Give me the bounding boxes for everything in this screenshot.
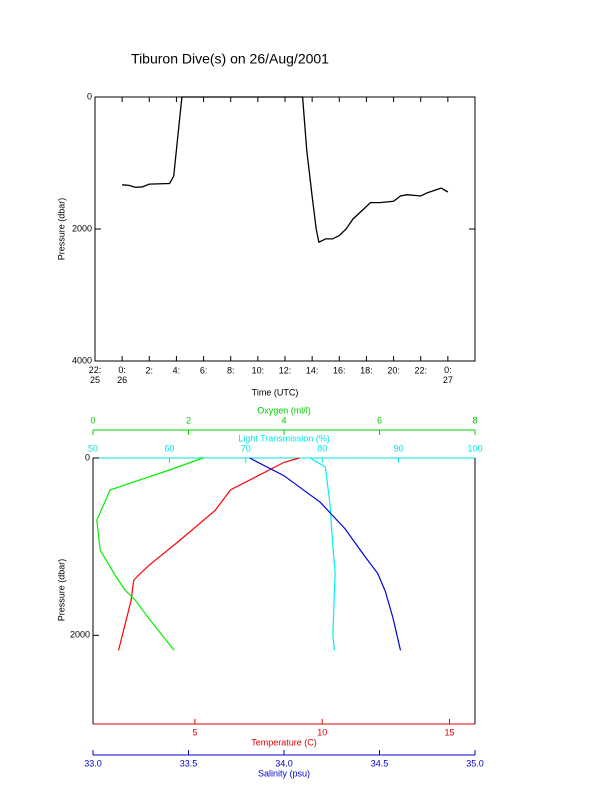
x-tick-label: 35.0 [466,758,484,768]
y-tick-label: 4000 [72,355,92,365]
x-tick-label: 70 [241,443,251,453]
x-tick-label: 80 [317,443,327,453]
y-tick-label: 0 [87,91,92,101]
x-tick-label: 100 [467,443,482,453]
x-axis-label: Temperature (C) [251,737,317,747]
x-tick-label: 90 [394,443,404,453]
x-tick-label: 0: 26 [117,365,127,385]
x-tick-label: 22: 25 [89,365,102,385]
x-tick-label: 34.0 [275,758,293,768]
x-tick-label: 33.0 [84,758,102,768]
profile-line [117,457,300,651]
x-tick-label: 18: [360,365,373,375]
x-tick-label: 14: [306,365,319,375]
pressure-line [122,96,449,244]
x-tick-label: 0: 27 [443,365,453,385]
x-tick-label: 6 [377,415,382,425]
y-axis-label: Pressure (dbar) [56,559,66,622]
x-tick-label: 33.5 [180,758,198,768]
x-tick-label: 20: [387,365,400,375]
profile-line [249,457,402,651]
x-tick-label: 60 [164,443,174,453]
x-tick-label: 6: [200,365,208,375]
x-axis-label: Oxygen (ml/l) [257,405,311,415]
y-tick-label: 2000 [72,223,92,233]
x-tick-label: 0 [90,415,95,425]
y-axis-label: Pressure (dbar) [56,198,66,261]
x-tick-label: 8: [227,365,235,375]
profile-line [96,457,204,651]
y-tick-label: 2000 [70,630,90,640]
profile-line [309,457,336,651]
x-tick-label: 22: [414,365,427,375]
chart-title: Tiburon Dive(s) on 26/Aug/2001 [131,51,329,67]
x-tick-label: 8 [472,415,477,425]
x-tick-label: 34.5 [371,758,389,768]
x-tick-label: 2 [186,415,191,425]
y-tick-label: 0 [85,452,90,462]
plot-frame [94,96,476,362]
x-tick-label: 2: [146,365,154,375]
x-tick-label: 12: [279,365,292,375]
x-tick-label: 16: [333,365,346,375]
x-tick-label: 10 [317,727,327,737]
x-tick-label: 10: [252,365,265,375]
x-tick-label: 4: [173,365,181,375]
x-tick-label: 4 [281,415,286,425]
x-axis-label: Time (UTC) [252,387,299,397]
x-axis-label: Salinity (psu) [258,768,310,778]
x-tick-label: 50 [88,443,98,453]
x-tick-label: 5 [192,727,197,737]
x-tick-label: 15 [445,727,455,737]
x-axis-label: Light Transmission (%) [238,433,330,443]
